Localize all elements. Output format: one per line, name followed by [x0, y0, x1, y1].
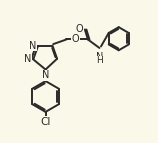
Text: N: N [96, 52, 103, 62]
Text: N: N [29, 41, 36, 51]
Text: O: O [76, 24, 83, 34]
Text: Cl: Cl [40, 117, 51, 127]
Text: N: N [24, 54, 32, 64]
Text: O: O [72, 34, 79, 44]
Text: H: H [96, 56, 103, 65]
Text: N: N [42, 70, 49, 80]
